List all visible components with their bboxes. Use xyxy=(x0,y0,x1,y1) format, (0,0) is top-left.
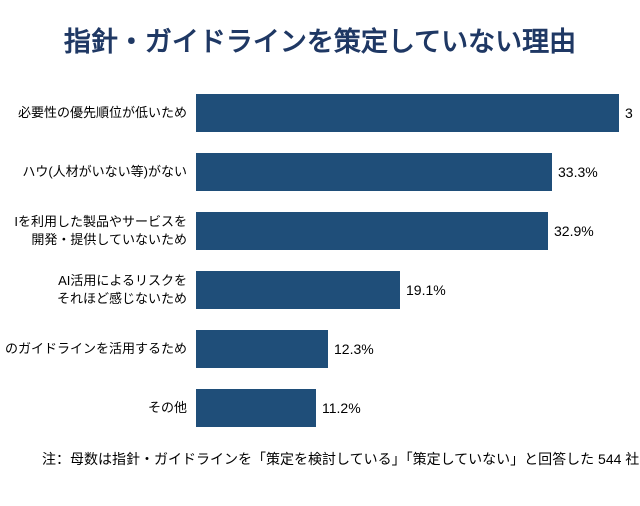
category-label: ハウ(人材がいない等)がない xyxy=(22,163,187,179)
bar xyxy=(196,270,400,309)
category-label: Iを利用した製品やサービスを 開発・提供していないため xyxy=(14,213,187,247)
value-label: 33.3% xyxy=(558,163,598,180)
value-label: 19.1% xyxy=(406,281,446,298)
chart-row: のガイドラインを活用するため 12.3% xyxy=(0,319,640,378)
bar-track: 11.2% xyxy=(196,388,640,427)
value-label: 12.3% xyxy=(334,340,374,357)
bar-track: 3 xyxy=(196,93,640,132)
category-label: のガイドラインを活用するため xyxy=(4,340,187,356)
chart-row: ハウ(人材がいない等)がない 33.3% xyxy=(0,142,640,201)
value-label: 3 xyxy=(625,104,633,121)
chart-row: Iを利用した製品やサービスを 開発・提供していないため 32.9% xyxy=(0,201,640,260)
bar-track: 12.3% xyxy=(196,329,640,368)
value-label: 32.9% xyxy=(554,222,594,239)
footnote: 注：母数は指針・ガイドラインを「策定を検討している」「策定していない」と回答した… xyxy=(42,451,640,467)
bar xyxy=(196,152,552,191)
chart-row: AI活用によるリスクを それほど感じないため 19.1% xyxy=(0,260,640,319)
bar-track: 33.3% xyxy=(196,152,640,191)
value-label: 11.2% xyxy=(322,399,361,416)
category-label: 必要性の優先順位が低いため xyxy=(17,104,187,120)
bar-track: 32.9% xyxy=(196,211,640,250)
bar xyxy=(196,388,316,427)
chart-row: その他 11.2% xyxy=(0,378,640,437)
bar xyxy=(196,93,619,132)
horizontal-bar-chart: 必要性の優先順位が低いため 3 ハウ(人材がいない等)がない 33.3% Iを利用した製… xyxy=(0,83,640,437)
chart-title: 指針・ガイドラインを策定していない理由 xyxy=(63,27,577,57)
category-label: AI活用によるリスクを それほど感じないため xyxy=(56,272,187,306)
category-label: その他 xyxy=(147,399,187,415)
chart-row: 必要性の優先順位が低いため 3 xyxy=(0,83,640,142)
bar-track: 19.1% xyxy=(196,270,640,309)
bar xyxy=(196,329,328,368)
bar xyxy=(196,211,548,250)
